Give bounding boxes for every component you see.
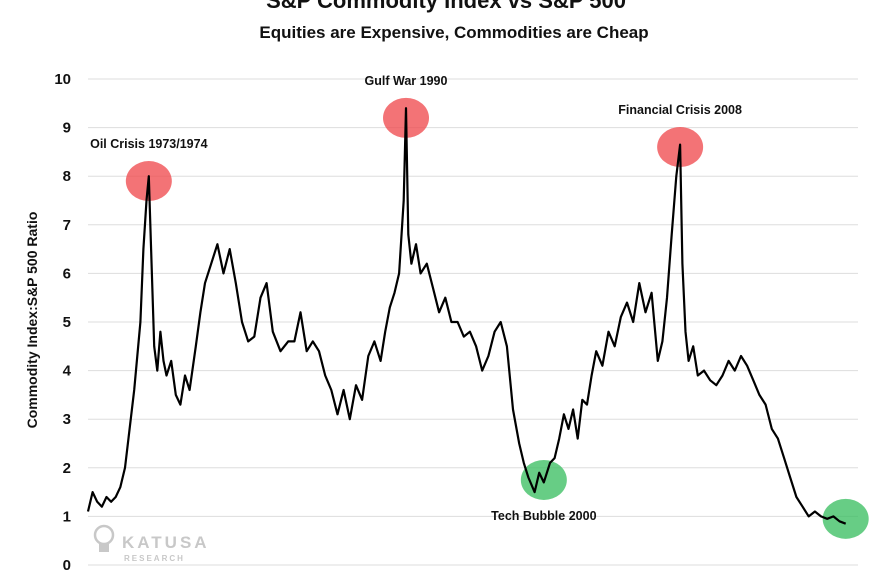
y-tick-label: 4: [63, 363, 72, 380]
watermark-brand: KATUSA: [122, 533, 210, 552]
lightbulb-icon: [93, 524, 115, 552]
y-tick-label: 2: [63, 460, 71, 477]
annotation-label: Gulf War 1990: [365, 74, 448, 88]
y-axis-label: Commodity Index:S&P 500 Ratio: [24, 212, 40, 429]
annotation-labels: Oil Crisis 1973/1974 Gulf War 1990 Financi…: [90, 74, 742, 523]
y-tick-label: 7: [63, 217, 71, 234]
y-tick-label: 10: [54, 71, 71, 88]
y-tick-label: 6: [63, 265, 71, 282]
katusa-watermark: KATUSA RESEARCH: [93, 524, 210, 563]
watermark-sub: RESEARCH: [124, 554, 185, 563]
y-tick-label: 3: [63, 411, 71, 428]
y-tick-label: 9: [63, 120, 71, 137]
series-line: [86, 107, 847, 525]
gridlines: [88, 78, 858, 566]
chart-subtitle: Equities are Expensive, Commodities are …: [259, 23, 648, 42]
trough-marker: [822, 498, 869, 539]
annotation-label: Tech Bubble 2000: [491, 509, 596, 523]
y-axis-ticks: 0 1 2 3 4 5 6 7 8 9 10: [54, 71, 71, 574]
y-tick-label: 5: [63, 314, 71, 331]
y-tick-label: 8: [63, 168, 71, 185]
event-markers: [125, 97, 869, 539]
y-tick-label: 1: [63, 508, 71, 525]
annotation-label: Oil Crisis 1973/1974: [90, 137, 207, 151]
annotation-label: Financial Crisis 2008: [618, 103, 742, 117]
chart-title: S&P Commodity Index vs S&P 500: [266, 0, 626, 13]
y-tick-label: 0: [63, 557, 71, 574]
